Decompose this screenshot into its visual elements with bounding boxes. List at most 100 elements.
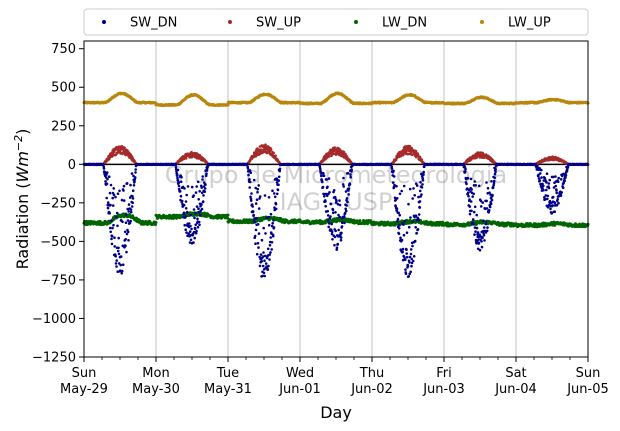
sw-dn-point [108, 191, 112, 195]
sw-dn-point [106, 177, 109, 181]
sw-dn-point [183, 223, 186, 227]
sw-dn-point [127, 239, 130, 242]
sw-dn-point [249, 197, 253, 200]
sw-dn-point [194, 223, 197, 227]
sw-dn-point [202, 185, 206, 188]
sw-dn-point [130, 172, 134, 175]
sw-dn-point [111, 196, 114, 200]
sw-dn-point [105, 196, 108, 200]
sw-dn-point [122, 199, 126, 202]
sw-up-point [256, 147, 259, 150]
sw-dn-point [126, 219, 130, 222]
sw-dn-point [112, 223, 115, 227]
sw-dn-point [278, 167, 282, 171]
sw-dn-point [184, 207, 188, 210]
sw-dn-point [257, 232, 261, 235]
sw-dn-point [119, 263, 122, 267]
sw-dn-point [131, 195, 134, 198]
sw-dn-point [254, 242, 257, 245]
sw-dn-point [185, 210, 189, 214]
sw-dn-point [266, 268, 270, 272]
sw-up-point [269, 148, 273, 151]
sw-dn-point [270, 224, 274, 228]
sw-dn-point [105, 182, 109, 186]
sw-dn-point [272, 226, 276, 229]
sw-dn-point [263, 274, 267, 278]
sw-dn-point [258, 264, 262, 268]
sw-dn-point [179, 194, 183, 198]
sw-dn-point [174, 163, 177, 167]
sw-dn-point [129, 210, 133, 214]
lw-dn-point [378, 223, 382, 227]
sw-dn-point [198, 213, 202, 217]
sw-dn-point [261, 264, 265, 268]
sw-dn-point [111, 204, 115, 207]
sw-dn-point [256, 187, 260, 191]
sw-dn-point [256, 223, 260, 226]
sw-dn-point [258, 255, 262, 259]
sw-dn-point [116, 249, 120, 253]
sw-dn-point [121, 220, 124, 224]
sw-dn-point [125, 250, 128, 254]
sw-dn-point [126, 230, 130, 234]
sw-dn-point [249, 199, 253, 202]
sw-dn-point [269, 251, 272, 254]
sw-dn-point [277, 175, 281, 179]
sw-dn-point [205, 169, 209, 172]
sw-dn-point [115, 265, 118, 268]
sw-dn-point [131, 201, 134, 205]
sw-dn-point [183, 187, 186, 190]
sw-dn-point [102, 163, 105, 166]
sw-dn-point [257, 184, 261, 187]
sw-dn-point [180, 199, 184, 203]
sw-dn-point [246, 167, 250, 170]
sw-dn-point [132, 184, 136, 187]
sw-dn-point [124, 213, 128, 217]
sw-dn-point [112, 187, 115, 190]
sw-dn-point [271, 221, 275, 225]
sw-dn-point [203, 187, 207, 190]
sw-dn-point [109, 230, 112, 234]
sw-dn-point [116, 270, 119, 274]
sw-dn-point [255, 217, 258, 220]
sw-up-point [272, 151, 276, 155]
sw-dn-point [248, 169, 252, 172]
sw-dn-point [182, 203, 186, 207]
sw-dn-point [114, 254, 117, 258]
sw-dn-point [185, 193, 188, 197]
sw-dn-point [178, 189, 182, 193]
sw-dn-point [261, 274, 265, 278]
sw-dn-point [196, 217, 199, 221]
sw-dn-point [193, 236, 196, 240]
sw-dn-point [124, 238, 127, 241]
sw-dn-point [200, 191, 204, 195]
sw-dn-point [188, 230, 192, 233]
sw-dn-point [258, 195, 262, 198]
sw-dn-point [195, 205, 199, 208]
sw-dn-point [246, 162, 249, 166]
sw-dn-point [248, 186, 251, 189]
sw-dn-point [265, 216, 269, 220]
sw-dn-point [277, 179, 281, 182]
sw-dn-point [261, 255, 265, 258]
sw-dn-point [176, 176, 179, 180]
sw-dn-point [203, 190, 206, 193]
sw-dn-point [257, 207, 261, 210]
sw-up-point [264, 143, 267, 146]
sw-dn-point [123, 230, 127, 234]
sw-dn-point [108, 226, 112, 230]
sw-dn-point [201, 178, 204, 181]
sw-dn-point [201, 175, 204, 178]
sw-dn-point [176, 168, 180, 172]
sw-dn-point [196, 225, 200, 229]
sw-dn-point [252, 178, 256, 182]
sw-dn-point [175, 173, 179, 177]
sw-dn-point [105, 171, 109, 174]
sw-dn-point [253, 217, 256, 220]
sw-dn-point [272, 192, 276, 195]
sw-up-point [407, 152, 410, 156]
sw-dn-point [189, 213, 192, 217]
sw-up-point [117, 147, 120, 151]
sw-dn-point [113, 245, 116, 248]
